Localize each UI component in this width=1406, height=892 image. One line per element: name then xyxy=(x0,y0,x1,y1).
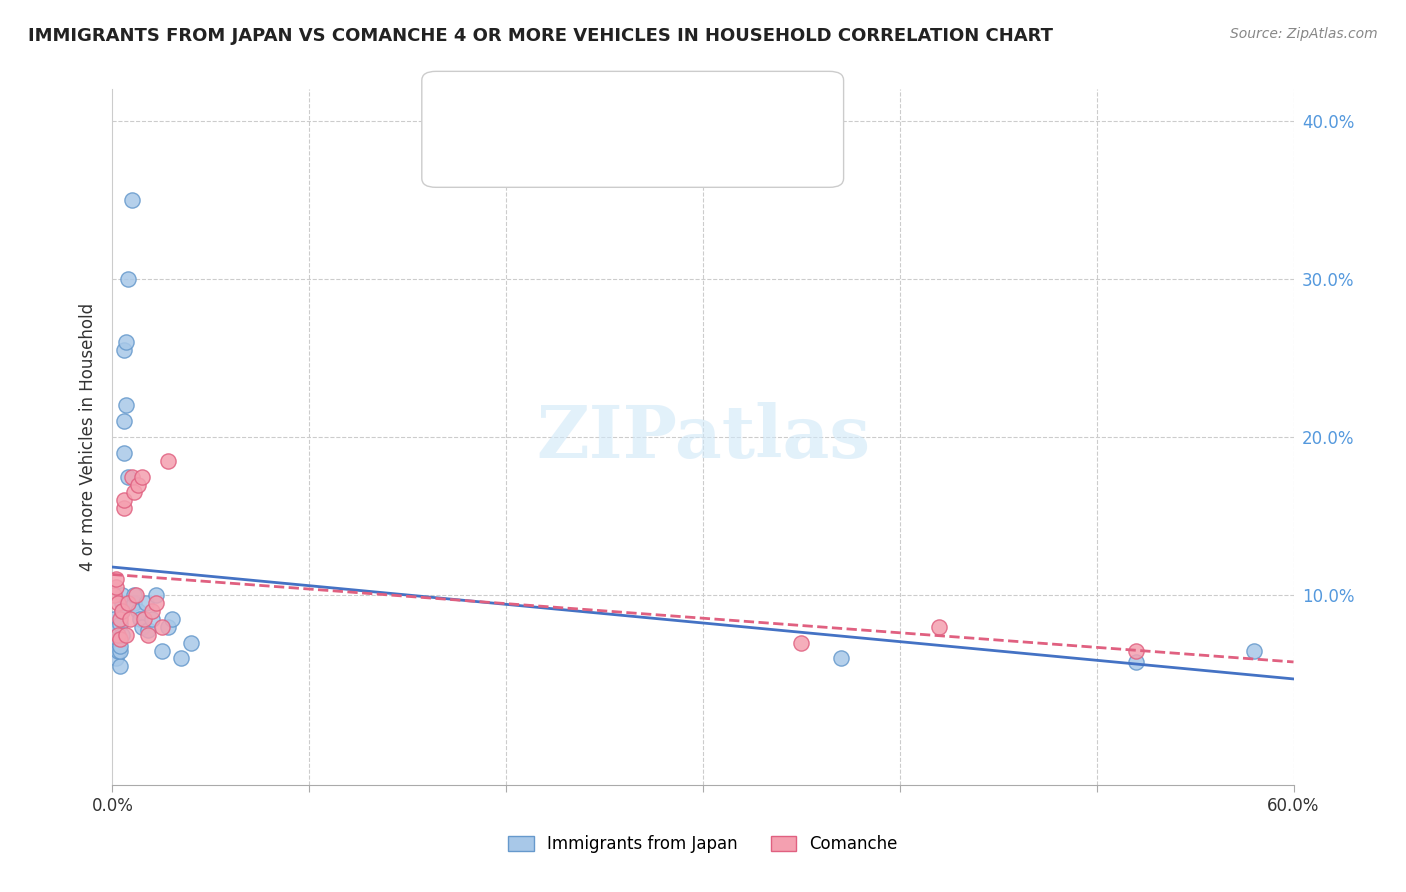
Point xyxy=(830,651,852,665)
Point xyxy=(120,612,142,626)
Point xyxy=(105,635,128,649)
Point xyxy=(110,639,132,653)
Y-axis label: 4 or more Vehicles in Household: 4 or more Vehicles in Household xyxy=(79,303,97,571)
Point xyxy=(115,399,138,413)
Point xyxy=(125,588,148,602)
Point xyxy=(1125,655,1147,669)
Point xyxy=(117,272,139,286)
Point xyxy=(112,446,135,460)
Point xyxy=(1125,643,1147,657)
Point xyxy=(112,343,135,357)
Point xyxy=(127,604,149,618)
Point xyxy=(141,612,163,626)
Point xyxy=(928,620,950,634)
Point xyxy=(107,643,129,657)
Point xyxy=(115,628,138,642)
Point xyxy=(111,588,134,602)
Point xyxy=(103,588,125,602)
Point xyxy=(150,643,173,657)
Text: IMMIGRANTS FROM JAPAN VS COMANCHE 4 OR MORE VEHICLES IN HOUSEHOLD CORRELATION CH: IMMIGRANTS FROM JAPAN VS COMANCHE 4 OR M… xyxy=(28,27,1053,45)
Point xyxy=(180,635,202,649)
Point xyxy=(122,588,145,602)
Point xyxy=(107,620,129,634)
Legend: Immigrants from Japan, Comanche: Immigrants from Japan, Comanche xyxy=(502,829,904,860)
Point xyxy=(105,580,128,594)
Point xyxy=(131,620,153,634)
Point xyxy=(790,635,813,649)
Point xyxy=(111,596,134,610)
Point xyxy=(122,596,145,610)
Point xyxy=(110,659,132,673)
Point xyxy=(105,651,128,665)
Point xyxy=(111,628,134,642)
Point xyxy=(110,643,132,657)
Point xyxy=(156,620,179,634)
Point xyxy=(136,628,159,642)
Point xyxy=(107,632,129,647)
Point xyxy=(160,612,183,626)
Point xyxy=(135,596,157,610)
Point xyxy=(170,651,193,665)
Point xyxy=(111,604,134,618)
Point xyxy=(112,501,135,516)
Point xyxy=(127,477,149,491)
Point xyxy=(103,612,125,626)
Point xyxy=(110,616,132,631)
Point xyxy=(115,335,138,350)
Text: R =  -0.113   N = 27: R = -0.113 N = 27 xyxy=(482,131,651,149)
Point xyxy=(131,469,153,483)
Point xyxy=(121,469,143,483)
Point xyxy=(112,493,135,508)
Point xyxy=(110,612,132,626)
Point xyxy=(145,588,167,602)
Point xyxy=(112,414,135,428)
Point xyxy=(136,623,159,637)
Point xyxy=(105,573,128,587)
Point xyxy=(141,604,163,618)
Point xyxy=(129,612,152,626)
Point xyxy=(117,469,139,483)
Point xyxy=(107,596,129,610)
Point xyxy=(111,604,134,618)
Point xyxy=(132,612,155,626)
Point xyxy=(110,632,132,647)
Point xyxy=(150,620,173,634)
Text: R = -0.045   N = 39: R = -0.045 N = 39 xyxy=(482,91,645,109)
Point xyxy=(107,628,129,642)
Text: ZIPatlas: ZIPatlas xyxy=(536,401,870,473)
Point xyxy=(122,485,145,500)
Point xyxy=(121,193,143,207)
Point xyxy=(117,596,139,610)
Text: Source: ZipAtlas.com: Source: ZipAtlas.com xyxy=(1230,27,1378,41)
Point xyxy=(156,454,179,468)
Point xyxy=(145,596,167,610)
Point xyxy=(1243,643,1265,657)
